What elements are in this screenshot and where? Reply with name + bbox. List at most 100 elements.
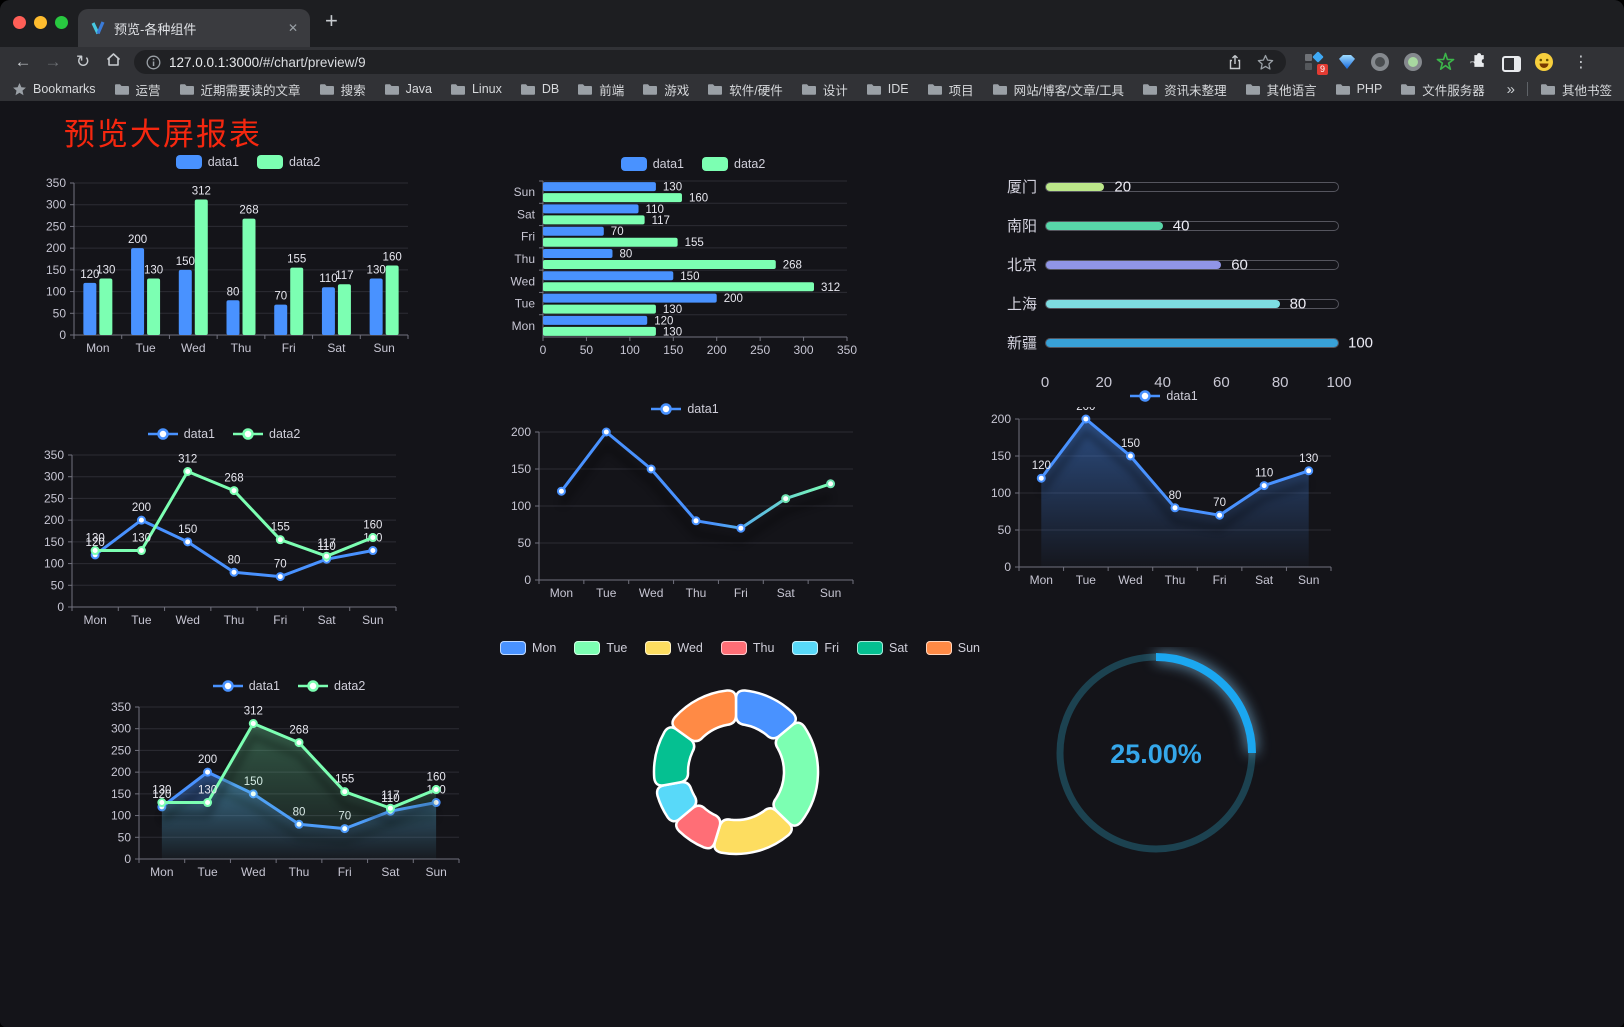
chart-legend: data1 data2 [38, 151, 458, 173]
bookmark-folder[interactable]: 搜索 [319, 80, 366, 99]
bookmark-folder[interactable]: DB [520, 82, 559, 96]
legend-item[interactable]: data1 [147, 427, 215, 441]
svg-text:Sat: Sat [318, 613, 337, 627]
horizontal-bar-chart: data1 data2 0 50 100 150 200 250 300 350 Mon 120 130… [503, 153, 883, 365]
progress-value: 40 [1172, 217, 1190, 234]
page-title: 预览大屏报表 [64, 117, 262, 152]
legend-item[interactable]: data1 [175, 155, 239, 169]
sidebar-toggle-icon[interactable] [1502, 56, 1521, 72]
bookmark-folder[interactable]: 前端 [577, 80, 624, 99]
legend-item[interactable]: data2 [257, 155, 320, 169]
svg-text:130: 130 [663, 326, 682, 338]
extensions-puzzle-icon[interactable] [1469, 52, 1489, 72]
legend-item[interactable]: data2 [233, 427, 300, 441]
legend-item[interactable]: data1 [651, 402, 719, 416]
bookmarks-right-group: » 其他书签 [1507, 80, 1612, 99]
folder-icon [319, 84, 334, 95]
legend-item[interactable]: Wed [645, 641, 703, 655]
bookmark-folder[interactable]: 项目 [927, 80, 974, 99]
site-info-icon[interactable] [146, 55, 161, 70]
svg-text:80: 80 [619, 249, 632, 261]
legend-label: Fri [824, 641, 839, 655]
extension-gem-icon[interactable] [1337, 52, 1357, 72]
bookmark-folder[interactable]: 游戏 [642, 80, 689, 99]
other-bookmarks-label: 其他书签 [1561, 83, 1612, 98]
bookmark-folder[interactable]: Java [384, 82, 432, 96]
bookmark-folder[interactable]: PHP [1335, 82, 1382, 96]
svg-text:100: 100 [620, 343, 640, 357]
progress-axis-tick: 100 [1326, 374, 1352, 391]
svg-text:70: 70 [274, 559, 287, 571]
other-bookmarks-folder[interactable]: 其他书签 [1540, 80, 1612, 99]
legend-label: data2 [269, 427, 301, 441]
svg-text:Wed: Wed [241, 865, 265, 879]
reload-button[interactable]: ↻ [75, 52, 91, 71]
svg-text:100: 100 [46, 285, 66, 299]
grouped-bar-chart: data1 data2 0 50 100 150 200 250 300 350 Mon Tue Wed… [38, 151, 458, 363]
bookmarks-divider [1526, 82, 1528, 96]
svg-text:Sun: Sun [1298, 573, 1319, 587]
extension-proxy-icon[interactable]: 9 [1304, 51, 1328, 75]
svg-text:70: 70 [274, 291, 287, 303]
svg-text:150: 150 [511, 462, 531, 476]
svg-text:Tue: Tue [1076, 573, 1097, 587]
chart-legend: data1 data2 [36, 423, 412, 445]
bookmark-folder[interactable]: 运营 [114, 80, 161, 99]
bookmark-folder[interactable]: 其他语言 [1245, 80, 1317, 99]
bookmark-folder-label: 其他语言 [1266, 83, 1317, 98]
bookmark-folder[interactable]: IDE [866, 82, 909, 96]
svg-text:200: 200 [44, 513, 64, 527]
legend-swatch [792, 641, 819, 655]
legend-item[interactable]: Fri [792, 641, 839, 655]
legend-item[interactable]: data1 [212, 679, 280, 693]
close-window-button[interactable] [13, 16, 26, 29]
bookmarks-overflow-chevron[interactable]: » [1506, 80, 1515, 98]
extension-command-circle-icon[interactable] [1370, 52, 1390, 72]
legend-item[interactable]: Sat [857, 641, 908, 655]
forward-button[interactable]: → [44, 52, 62, 71]
bookmark-folder[interactable]: 近期需要读的文章 [179, 80, 301, 99]
bookmark-star-icon[interactable] [1257, 54, 1274, 71]
svg-text:268: 268 [239, 205, 258, 217]
bookmark-folder[interactable]: 文件服务器 [1400, 80, 1485, 99]
browser-menu-icon[interactable]: ⋮ [1573, 54, 1589, 71]
bookmark-folder[interactable]: 软件/硬件 [707, 80, 783, 99]
bookmark-folder[interactable]: 设计 [801, 80, 848, 99]
new-tab-button[interactable]: + [325, 8, 338, 33]
extension-green-star-icon[interactable] [1436, 52, 1456, 72]
legend-item[interactable]: Tue [574, 641, 627, 655]
legend-swatch [925, 641, 952, 655]
legend-item[interactable]: data2 [702, 157, 765, 171]
legend-label: data1 [687, 402, 719, 416]
progress-track: 100 [1045, 334, 1373, 351]
legend-item[interactable]: data1 [620, 157, 684, 171]
profile-avatar[interactable] [1534, 52, 1554, 72]
legend-item[interactable]: Sun [925, 641, 980, 655]
svg-text:155: 155 [335, 774, 354, 786]
browser-tab[interactable]: 预览-各种组件 ✕ [78, 9, 310, 47]
legend-item[interactable]: data2 [298, 679, 365, 693]
legend-line-marker [1130, 390, 1161, 402]
legend-swatch [645, 641, 672, 655]
maximize-window-button[interactable] [55, 16, 68, 29]
svg-text:50: 50 [51, 578, 65, 592]
bookmarks-bar: Bookmarks 运营 近期需要读的文章 搜索 Java Linux DB 前端 游戏 软件/… [0, 77, 1624, 101]
svg-text:70: 70 [1213, 497, 1226, 509]
extension-green-circle-icon[interactable] [1403, 52, 1423, 72]
address-bar[interactable]: 127.0.0.1:3000/#/chart/preview/9 [134, 50, 1286, 74]
svg-text:Thu: Thu [224, 613, 245, 627]
share-icon[interactable] [1227, 54, 1243, 71]
back-button[interactable]: ← [14, 52, 32, 71]
legend-item[interactable]: Mon [499, 641, 556, 655]
bookmarks-manager[interactable]: Bookmarks [12, 82, 96, 97]
bookmark-folder[interactable]: Linux [450, 82, 502, 96]
legend-item[interactable]: data1 [1130, 389, 1198, 403]
minimize-window-button[interactable] [34, 16, 47, 29]
bookmark-folder[interactable]: 网站/博客/文章/工具 [992, 80, 1124, 99]
svg-text:Fri: Fri [521, 230, 535, 244]
bookmark-folder[interactable]: 资讯未整理 [1142, 80, 1227, 99]
legend-item[interactable]: Thu [720, 641, 774, 655]
svg-text:117: 117 [317, 538, 335, 550]
tab-close-icon[interactable]: ✕ [287, 21, 298, 35]
home-button[interactable] [100, 51, 126, 73]
